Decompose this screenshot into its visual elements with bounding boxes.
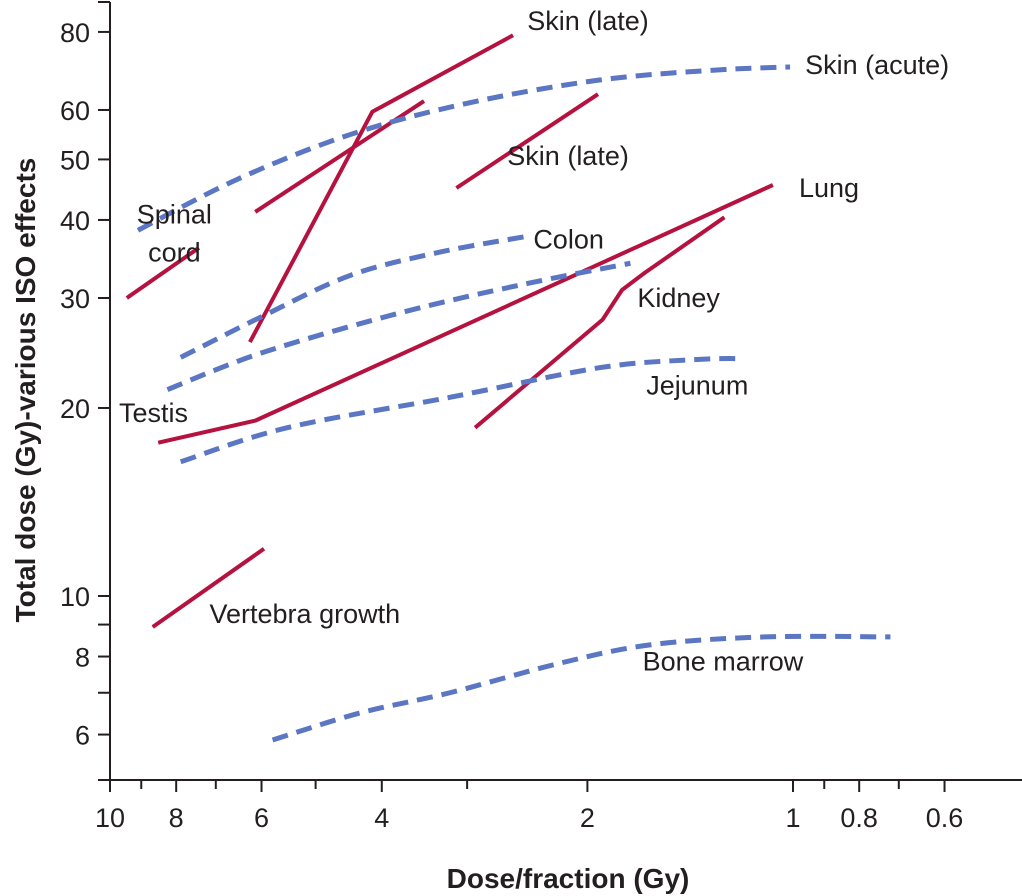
curve-label-testis: Testis (119, 398, 188, 428)
y-tick-label: 8 (75, 643, 90, 673)
x-tick-label: 0.6 (926, 803, 964, 833)
curve-label-skin-acute: Skin (acute) (805, 50, 949, 80)
curve-label-skin-late-2: Skin (late) (507, 141, 629, 171)
y-tick-label: 30 (60, 284, 90, 314)
series-line-bone-marrow (271, 633, 891, 743)
y-tick-label: 20 (60, 394, 90, 424)
series-line-kidney (473, 215, 726, 430)
series-line-skin-acute (136, 64, 791, 233)
series-line-colon (179, 234, 526, 360)
y-ticks: 80 60 50 40 30 20 10 8 6 (60, 18, 110, 751)
curve-label-jejunum: Jejunum (646, 371, 748, 401)
y-tick-label: 50 (60, 145, 90, 175)
y-tick-label: 80 (60, 18, 90, 48)
series-line-skin-late-2 (455, 92, 600, 190)
curve-label-skin-late: Skin (late) (527, 6, 649, 36)
x-tick-label: 4 (374, 803, 389, 833)
y-axis-title: Total dose (Gy)-various ISO effects (10, 158, 41, 623)
curve-label-colon: Colon (533, 225, 604, 255)
y-tick-label: 10 (60, 582, 90, 612)
y-tick-label: 40 (60, 206, 90, 236)
curve-label-vertebra-growth: Vertebra growth (210, 599, 401, 629)
y-tick-label: 6 (75, 721, 90, 751)
series-line-vertebra-growth (151, 547, 266, 629)
x-ticks: 10 8 6 4 2 1 0.8 0.6 (95, 780, 963, 833)
series-line-skin-late (248, 33, 514, 344)
x-tick-label: 10 (95, 803, 125, 833)
x-tick-label: 2 (580, 803, 595, 833)
x-tick-label: 8 (169, 803, 184, 833)
x-axis-title: Dose/fraction (Gy) (447, 863, 690, 894)
axes (98, 1, 1022, 782)
series-line-lung (157, 183, 774, 445)
curve-labels: Skin (late) Skin (late) Spinal cord Lung Kidn… (119, 6, 949, 676)
series-group (125, 33, 891, 743)
x-tick-label: 1 (785, 803, 800, 833)
x-tick-label: 0.8 (840, 803, 878, 833)
curve-label-kidney: Kidney (637, 283, 720, 313)
curve-label-lung: Lung (799, 173, 859, 203)
y-tick-label: 60 (60, 96, 90, 126)
curve-label-bone-marrow: Bone marrow (643, 646, 804, 676)
x-tick-label: 6 (254, 803, 269, 833)
curve-label-spinal-cord: Spinal cord (137, 199, 212, 267)
series-line-spinal-cord (125, 246, 201, 300)
series-line-testis (166, 260, 631, 392)
